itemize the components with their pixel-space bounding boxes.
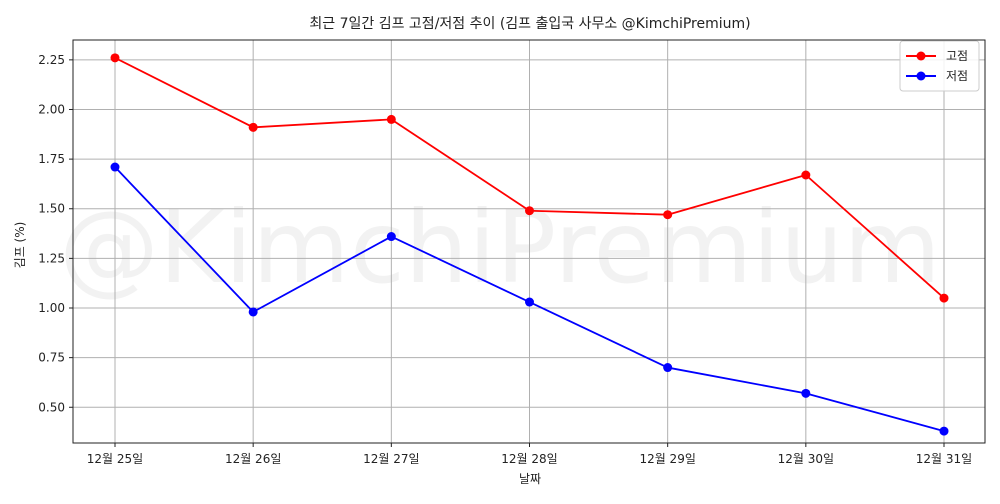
data-points (110, 53, 949, 436)
x-tick-label: 12월 31일 (916, 452, 972, 466)
y-tick-label: 0.50 (38, 400, 65, 414)
data-point-high (663, 210, 673, 220)
data-point-low (663, 363, 673, 373)
x-tick-label: 12월 28일 (501, 452, 557, 466)
legend-item-high: 고점 (906, 49, 968, 63)
y-tick-label: 1.75 (38, 152, 65, 166)
legend: 고점 저점 (899, 40, 980, 92)
y-tick-label: 2.00 (38, 102, 65, 116)
data-point-low (801, 388, 811, 398)
plot-frame (72, 39, 986, 444)
y-tick-label: 1.25 (38, 251, 65, 265)
x-tick-label: 12월 25일 (87, 452, 143, 466)
data-point-low (248, 307, 258, 317)
x-tick-label: 12월 26일 (225, 452, 281, 466)
data-point-low (110, 162, 120, 172)
data-point-high (110, 53, 120, 63)
x-tick-label: 12월 29일 (639, 452, 695, 466)
legend-marker-low (916, 71, 926, 81)
data-point-high (248, 122, 258, 132)
data-point-high (525, 206, 534, 216)
y-axis-label: 김프 (%) (13, 222, 27, 269)
y-tick-label: 2.25 (38, 53, 65, 67)
legend-label-high: 고점 (946, 49, 968, 63)
data-point-high (939, 293, 949, 303)
axes (69, 39, 986, 447)
legend-marker-high (916, 51, 926, 61)
y-tick-label: 0.75 (38, 351, 65, 365)
y-tick-label: 1.50 (38, 202, 65, 216)
data-point-low (525, 297, 534, 307)
tick-labels: 12월 25일 12월 26일 12월 27일 12월 28일 12월 29일 12월 3… (38, 53, 972, 466)
y-tick-label: 1.00 (38, 301, 65, 315)
data-point-low (939, 426, 949, 436)
chart-title: 최근 7일간 김프 고점/저점 추이 (김프 출입국 사무소 @KimchiPr… (309, 16, 750, 32)
data-point-high (386, 114, 396, 124)
legend-item-low: 저점 (906, 69, 968, 83)
x-axis-label: 날짜 (519, 472, 541, 486)
data-point-low (386, 232, 396, 242)
legend-label-low: 저점 (946, 69, 968, 83)
x-tick-label: 12월 30일 (778, 452, 834, 466)
data-point-high (801, 170, 811, 180)
x-tick-label: 12월 27일 (363, 452, 419, 466)
